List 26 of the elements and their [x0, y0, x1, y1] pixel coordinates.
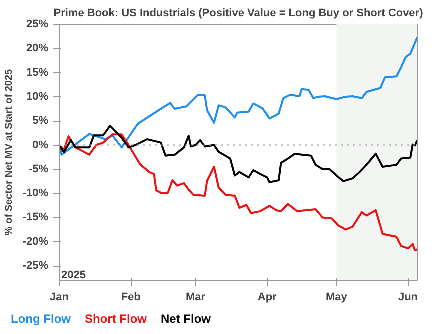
y-tick-label: 15% [26, 66, 49, 79]
y-tick-label: 10% [26, 90, 49, 103]
x-tick-label: Mar [186, 292, 206, 304]
x-tick-label: Jun [398, 292, 418, 304]
x-tick-label: Jan [50, 292, 70, 304]
x-tick-label: May [326, 292, 348, 304]
y-tick-label: 5% [32, 115, 49, 128]
text: Short Flow [84, 312, 147, 326]
y-tick-label: 0% [32, 139, 49, 152]
y-tick-label: -5% [28, 163, 49, 176]
chart-title: Prime Book: US Industrials (Positive Value = Long Buy or Short Cover) [54, 8, 424, 20]
text: Net Flow [160, 312, 211, 326]
y-tick-label: -15% [22, 212, 49, 224]
y-tick-label: 25% [26, 18, 49, 30]
text: Long Flow [11, 312, 71, 326]
y-tick-label: -20% [22, 236, 49, 248]
y-tick-label: -10% [22, 188, 49, 200]
x-tick-label: Feb [121, 292, 142, 304]
x-tick-label: Apr [258, 292, 278, 304]
y-tick-label: 20% [26, 42, 49, 55]
y-axis-title: % of Sector Net MV at Start of 2025 [4, 68, 15, 236]
annotation: 2025 [62, 270, 86, 282]
line-series [60, 124, 418, 184]
line-series [60, 134, 418, 252]
line-series [60, 36, 418, 156]
y-tick-label: -25% [22, 260, 49, 272]
